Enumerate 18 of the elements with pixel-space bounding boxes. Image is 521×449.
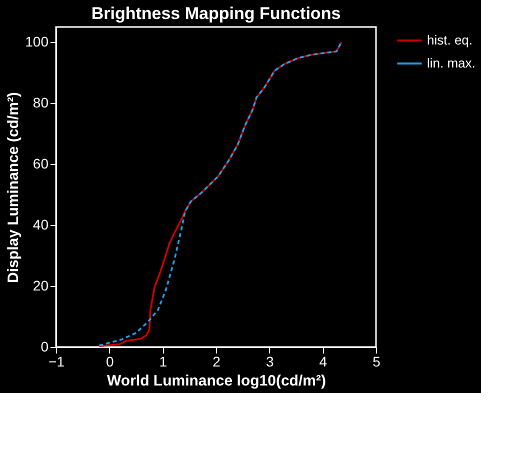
y-axis-title: Display Luminance (cd/m²) bbox=[5, 92, 22, 283]
y-tick-label: 60 bbox=[32, 156, 49, 172]
legend-label: lin. max. bbox=[427, 56, 476, 70]
x-tick-label: 4 bbox=[319, 354, 328, 370]
x-tick-label: 1 bbox=[159, 354, 168, 370]
y-tick-label: 40 bbox=[32, 216, 49, 233]
x-tick-label: 5 bbox=[372, 354, 381, 370]
y-tick-label: 80 bbox=[32, 94, 49, 111]
x-tick-label: 0 bbox=[106, 354, 114, 370]
y-tick-label: 0 bbox=[40, 338, 49, 354]
y-tick-label: 100 bbox=[25, 34, 49, 50]
x-tick-label: 2 bbox=[212, 354, 221, 370]
y-tick-label: 20 bbox=[32, 278, 49, 294]
chart-title: Brightness Mapping Functions bbox=[91, 4, 341, 23]
x-axis-title: World Luminance log10(cd/m²) bbox=[107, 372, 326, 390]
x-tick-label: −1 bbox=[48, 354, 65, 370]
x-tick-label: 3 bbox=[266, 354, 274, 370]
legend-label: hist. eq. bbox=[427, 32, 473, 48]
